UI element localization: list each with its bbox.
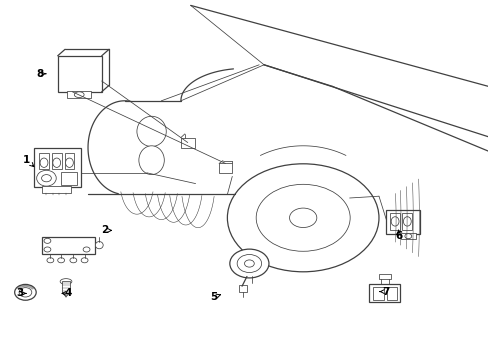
- Ellipse shape: [40, 158, 48, 167]
- Ellipse shape: [95, 242, 103, 249]
- Bar: [64, 153, 74, 169]
- Text: 7: 7: [382, 287, 389, 297]
- Ellipse shape: [41, 175, 51, 182]
- Text: 8: 8: [37, 69, 43, 79]
- Ellipse shape: [390, 217, 398, 226]
- Ellipse shape: [47, 258, 54, 263]
- Bar: [389, 213, 399, 230]
- Ellipse shape: [70, 258, 77, 263]
- Bar: [67, 91, 91, 98]
- Ellipse shape: [244, 260, 254, 267]
- Bar: [39, 153, 49, 169]
- Ellipse shape: [44, 238, 51, 243]
- Bar: [58, 56, 102, 92]
- Ellipse shape: [58, 258, 64, 263]
- Ellipse shape: [404, 234, 411, 239]
- Text: 3: 3: [16, 288, 23, 298]
- Bar: [41, 237, 95, 254]
- Bar: [400, 233, 415, 239]
- Bar: [386, 210, 419, 234]
- Ellipse shape: [15, 284, 36, 300]
- Ellipse shape: [229, 249, 268, 278]
- Ellipse shape: [44, 247, 51, 252]
- Text: 6: 6: [394, 231, 401, 241]
- Ellipse shape: [60, 279, 72, 284]
- Bar: [61, 172, 77, 185]
- Text: 1: 1: [23, 155, 30, 165]
- Bar: [402, 213, 411, 230]
- Ellipse shape: [289, 208, 316, 228]
- Bar: [34, 148, 81, 187]
- Bar: [41, 186, 71, 193]
- Ellipse shape: [19, 288, 32, 297]
- Text: 4: 4: [64, 288, 72, 298]
- Ellipse shape: [139, 146, 164, 175]
- Text: 5: 5: [210, 292, 217, 302]
- Ellipse shape: [227, 164, 378, 272]
- Ellipse shape: [83, 247, 90, 252]
- Bar: [181, 138, 194, 148]
- Bar: [238, 285, 247, 292]
- Bar: [379, 274, 390, 279]
- Ellipse shape: [137, 116, 166, 147]
- Bar: [52, 153, 61, 169]
- Ellipse shape: [37, 170, 56, 186]
- Ellipse shape: [256, 184, 349, 251]
- Ellipse shape: [81, 258, 88, 263]
- Ellipse shape: [65, 158, 73, 167]
- Ellipse shape: [237, 255, 261, 273]
- Bar: [368, 284, 399, 302]
- Bar: [372, 287, 384, 300]
- Bar: [386, 287, 396, 300]
- Text: 2: 2: [102, 225, 108, 235]
- Ellipse shape: [74, 92, 84, 98]
- Ellipse shape: [53, 158, 61, 167]
- Bar: [219, 163, 231, 173]
- Bar: [62, 281, 70, 293]
- Ellipse shape: [403, 217, 410, 226]
